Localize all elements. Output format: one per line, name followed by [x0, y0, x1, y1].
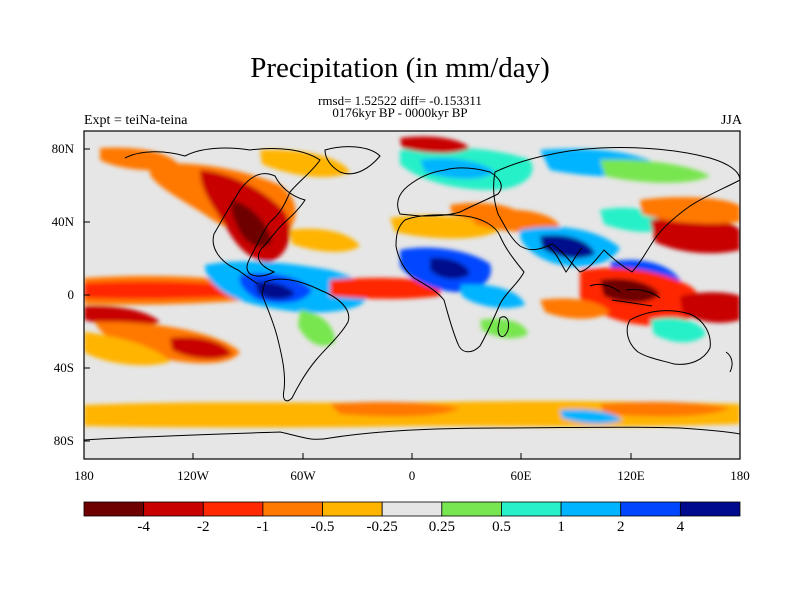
eq-pacific-band-red	[84, 281, 240, 299]
coast-india	[547, 245, 583, 273]
colorbar-label: -4	[137, 519, 150, 535]
south-america-green	[298, 310, 335, 346]
season-label: JJA	[720, 113, 742, 128]
north-west-pacific-orange	[640, 197, 740, 224]
southern-ocean-red-east	[600, 401, 730, 417]
southern-ocean-blue	[560, 409, 622, 424]
colorbar-box	[83, 501, 145, 517]
colorbar-box	[441, 501, 502, 517]
colorbar-label: 1	[557, 519, 565, 535]
coast-north-america	[124, 147, 321, 285]
africa-cyan	[460, 284, 525, 309]
colorbar-box	[381, 501, 443, 517]
experiment-label: Expt = teiNa-teina	[84, 113, 188, 128]
atlantic-yellow-band	[290, 228, 360, 252]
indian-ocean-green	[480, 318, 528, 339]
coastlines	[84, 146, 740, 441]
lon-label-120e: 120E	[617, 468, 645, 483]
lon-label-120w: 120W	[177, 468, 209, 483]
colorbar-label: 0.5	[492, 519, 511, 535]
colorbar-label: 4	[676, 519, 685, 535]
west-pacific-red-south	[84, 305, 160, 327]
coast-africa	[395, 214, 525, 353]
colorbar-box	[322, 501, 383, 517]
south-pacific-red-cell	[170, 336, 232, 359]
map-ticks	[84, 148, 632, 459]
coast-australia	[626, 310, 711, 365]
coast-antarctica	[84, 426, 740, 441]
colorbar-label: -1	[256, 519, 270, 535]
chart-title: Precipitation (in mm/day)	[250, 52, 550, 84]
amazon-darkblue	[255, 281, 295, 300]
sahara-yellow	[390, 215, 500, 239]
north-west-pacific-red	[650, 217, 740, 254]
lat-label-80n: 80N	[51, 141, 74, 156]
lat-label-40n: 40N	[51, 214, 74, 229]
north-europe-red	[400, 136, 470, 154]
coast-new-zealand	[725, 351, 733, 373]
coast-europe	[397, 167, 502, 217]
lat-label-0: 0	[67, 287, 75, 302]
colorbar-label: -0.25	[366, 519, 398, 535]
australia-cyan	[650, 317, 706, 343]
indian-ocean-orange	[540, 298, 610, 319]
coast-madagascar	[497, 316, 509, 337]
lat-label-80s: 80S	[53, 433, 74, 448]
lon-label-180e: 180	[730, 468, 750, 483]
southern-ocean-red	[330, 401, 460, 417]
siberia-green	[600, 159, 710, 183]
lon-label-0: 0	[408, 468, 416, 483]
coast-asia	[493, 146, 740, 273]
coast-indonesia	[589, 283, 661, 307]
africa-darkblue	[430, 257, 470, 279]
colorbar-label: 0.25	[428, 519, 455, 535]
lon-label-60e: 60E	[510, 468, 532, 483]
colorbar-label: -2	[197, 519, 210, 535]
colorbar-box	[143, 501, 204, 517]
colorbar-box	[262, 501, 323, 517]
colorbar-box	[501, 501, 562, 517]
alaska-orange	[100, 147, 180, 171]
lon-label-180w: 180	[74, 468, 94, 483]
colorbar-box	[202, 501, 264, 517]
maritime-continent-darkred	[600, 278, 660, 303]
lat-label-40s: 40S	[53, 360, 74, 375]
colorbar-box	[679, 501, 741, 517]
coast-greenland	[324, 146, 381, 175]
precip-anomaly-field	[84, 136, 740, 428]
south-pacific-yellow	[84, 332, 170, 366]
colorbar-label: -0.5	[310, 519, 335, 535]
coast-south-america	[261, 278, 350, 402]
stats-line: rmsd= 1.52522 diff= -0.153311	[318, 93, 482, 108]
period-label: 0176kyr BP - 0000kyr BP	[332, 105, 468, 120]
lon-label-60w: 60W	[290, 468, 316, 483]
atlantic-itcz-red	[330, 277, 440, 299]
canada-yellow	[260, 149, 350, 178]
colorbar	[83, 501, 741, 517]
colorbar-box	[560, 501, 622, 517]
colorbar-label: 2	[616, 519, 625, 535]
europe-blue	[420, 158, 495, 179]
colorbar-box	[620, 501, 681, 517]
tropical-pacific-red-east	[680, 292, 740, 323]
